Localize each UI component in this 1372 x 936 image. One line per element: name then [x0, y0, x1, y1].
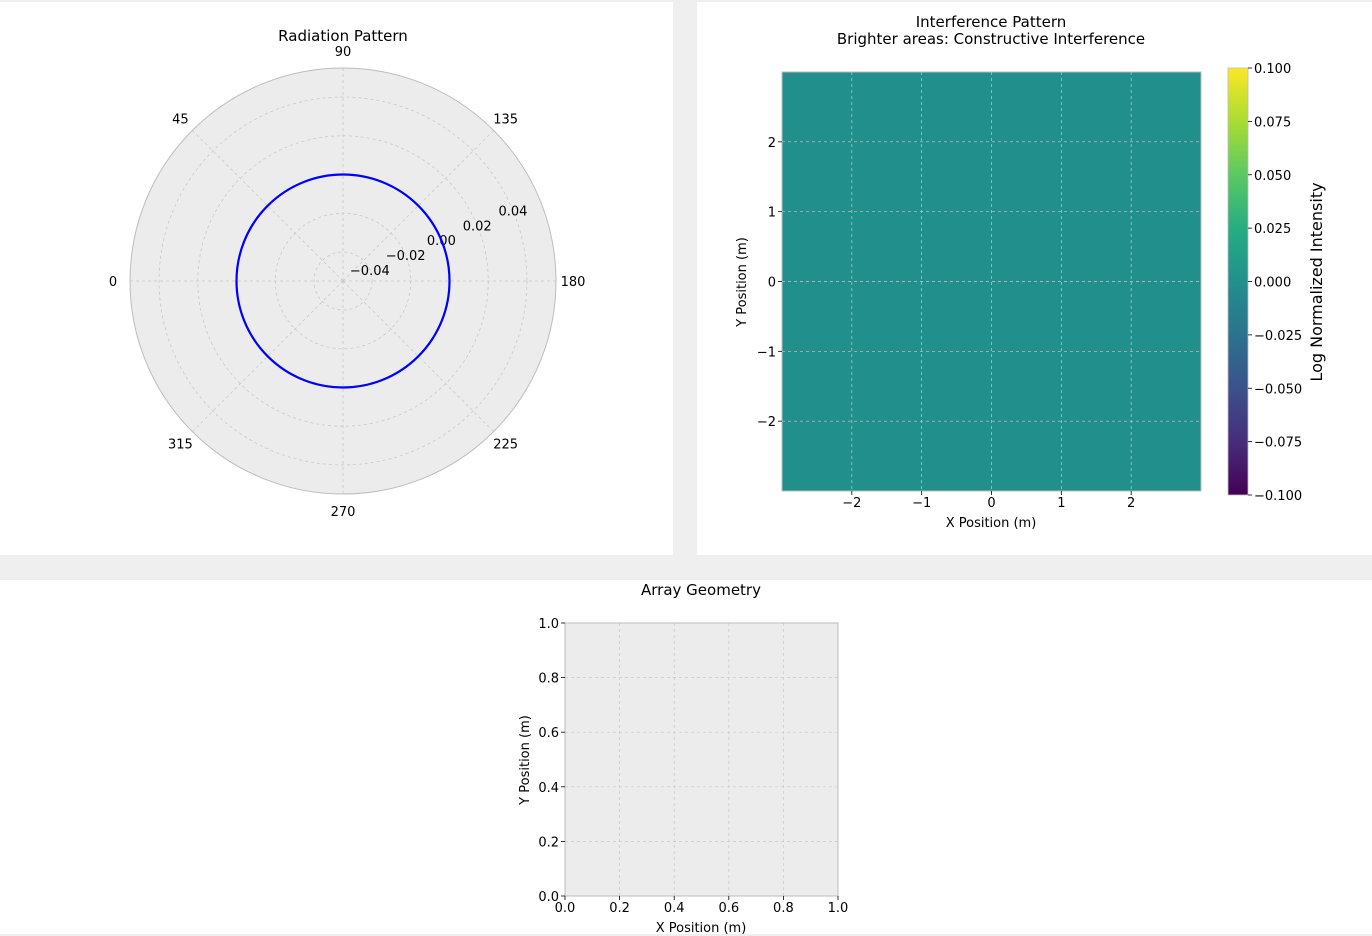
theta-tick-label-4: 180	[561, 275, 586, 290]
colorbar-tick-label-7: −0.075	[1254, 436, 1302, 451]
heatmap-y-ticks: −2 −1 0 1 2	[757, 136, 782, 430]
geometry-y-tick-label-0: 0.0	[538, 890, 559, 905]
colorbar-ticks: 0.100 0.075 0.050 0.025 0.000 −0.025 −0.050 −0.…	[1248, 62, 1302, 504]
geometry-y-tick-label-5: 1.0	[538, 617, 559, 632]
radiation-pattern-title: Radiation Pattern	[278, 27, 408, 45]
heatmap-x-ticks: −2 −1 0 1 2	[842, 491, 1135, 511]
r-tick-label-4: 0.04	[498, 205, 527, 220]
heatmap-y-tick-label-3: 1	[768, 206, 776, 221]
geometry-x-tick-label-4: 0.8	[773, 901, 794, 916]
heatmap-x-axis-label: X Position (m)	[946, 516, 1037, 531]
heatmap-x-tick-label-0: −2	[842, 496, 861, 511]
theta-tick-label-0: 0	[109, 275, 117, 290]
geometry-x-tick-label-5: 1.0	[828, 901, 849, 916]
geometry-y-tick-label-2: 0.4	[538, 781, 559, 796]
colorbar-tick-label-1: 0.075	[1254, 115, 1291, 130]
polar-grid-circle-4	[158, 96, 528, 466]
colorbar-tick-label-2: 0.050	[1254, 169, 1291, 184]
array-geometry-y-ticks: 0.0 0.2 0.4 0.6 0.8 1.0	[538, 617, 565, 905]
theta-tick-label-3: 135	[493, 112, 518, 127]
geometry-x-tick-label-3: 0.6	[718, 901, 739, 916]
radiation-pattern-chart: Radiation Pattern 0 45 90 135 180 225 270 315 −…	[109, 27, 586, 520]
heatmap-x-tick-label-3: 1	[1057, 496, 1065, 511]
array-geometry-chart: Array Geometry 0.0 0.2 0.4 0.6 0.8 1.0 0.0 0.2…	[518, 581, 848, 936]
heatmap-x-tick-label-4: 2	[1127, 496, 1135, 511]
colorbar-tick-label-6: −0.050	[1254, 382, 1302, 397]
radiation-pattern-line	[235, 173, 451, 389]
array-geometry-x-ticks: 0.0 0.2 0.4 0.6 0.8 1.0	[555, 896, 849, 916]
geometry-y-tick-label-3: 0.6	[538, 726, 559, 741]
heatmap-grid	[782, 72, 1201, 491]
theta-tick-label-5: 225	[493, 438, 518, 453]
geometry-x-tick-label-0: 0.0	[555, 901, 576, 916]
colorbar-tick-label-8: −0.100	[1254, 489, 1302, 504]
array-geometry-axes-background	[565, 623, 838, 896]
interference-title-line-2: Brighter areas: Constructive Interferenc…	[837, 30, 1145, 48]
interference-pattern-chart: Interference Pattern Brighter areas: Con…	[735, 13, 1326, 531]
array-geometry-x-axis-label: X Position (m)	[656, 921, 747, 936]
polar-theta-labels: 0 45 90 135 180 225 270 315	[109, 45, 586, 520]
theta-tick-label-2: 90	[335, 45, 352, 60]
colorbar-tick-label-5: −0.025	[1254, 329, 1302, 344]
geometry-y-tick-label-1: 0.2	[538, 835, 559, 850]
heatmap-x-tick-label-1: −1	[912, 496, 931, 511]
polar-grid-circle-0	[313, 251, 373, 311]
colorbar	[1227, 67, 1249, 496]
colorbar-tick-label-4: 0.000	[1254, 276, 1291, 291]
colorbar-tick-label-0: 0.100	[1254, 62, 1291, 77]
heatmap-y-tick-label-0: −2	[757, 415, 776, 430]
colorbar-tick-label-3: 0.025	[1254, 222, 1291, 237]
geometry-y-tick-label-4: 0.8	[538, 672, 559, 687]
polar-series	[235, 173, 451, 389]
array-geometry-title: Array Geometry	[641, 581, 761, 599]
geometry-x-tick-label-2: 0.4	[664, 901, 685, 916]
theta-tick-label-1: 45	[172, 112, 189, 127]
r-tick-label-1: −0.02	[386, 249, 426, 264]
r-tick-label-3: 0.02	[463, 219, 492, 234]
theta-tick-label-7: 315	[168, 438, 193, 453]
r-tick-label-0: −0.04	[350, 264, 390, 279]
heatmap-y-axis-label: Y Position (m)	[735, 237, 750, 328]
colorbar-label: Log Normalized Intensity	[1307, 182, 1326, 381]
polar-r-labels: −0.04−0.020.000.020.04	[350, 205, 528, 279]
array-geometry-y-axis-label: Y Position (m)	[518, 715, 533, 806]
heatmap-y-tick-label-2: 0	[768, 276, 776, 291]
heatmap-y-tick-label-1: −1	[757, 345, 776, 360]
array-geometry-frame	[564, 622, 839, 897]
theta-tick-label-6: 270	[331, 505, 356, 520]
heatmap-y-tick-label-4: 2	[768, 136, 776, 151]
heatmap-x-tick-label-2: 0	[987, 496, 995, 511]
interference-title-line-1: Interference Pattern	[916, 13, 1067, 31]
geometry-x-tick-label-1: 0.2	[609, 901, 630, 916]
